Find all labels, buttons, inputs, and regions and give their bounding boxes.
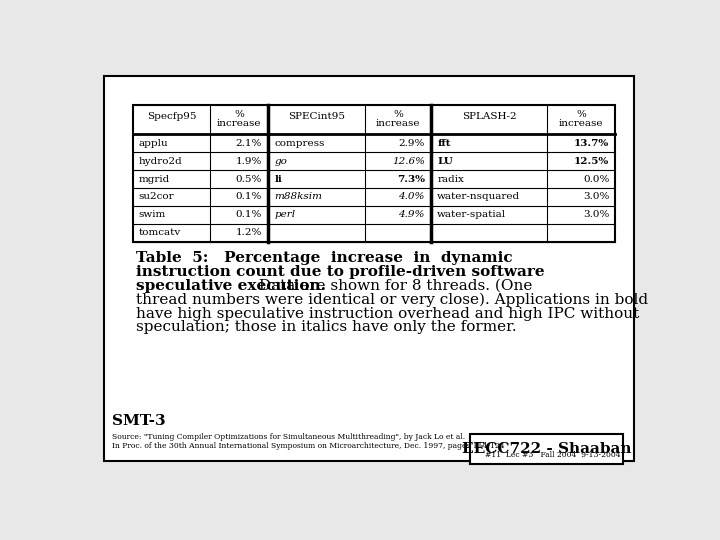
Text: 1.2%: 1.2% bbox=[235, 228, 262, 238]
Text: 12.5%: 12.5% bbox=[574, 157, 609, 166]
Text: mgrid: mgrid bbox=[139, 174, 170, 184]
Text: fft: fft bbox=[437, 139, 451, 147]
Text: EECC722 - Shaaban: EECC722 - Shaaban bbox=[462, 442, 631, 456]
Text: water-spatial: water-spatial bbox=[437, 211, 506, 219]
Text: water-nsquared: water-nsquared bbox=[437, 192, 521, 201]
Text: hydro2d: hydro2d bbox=[139, 157, 183, 166]
Text: radix: radix bbox=[437, 174, 464, 184]
Text: %: % bbox=[577, 110, 586, 119]
Text: Specfp95: Specfp95 bbox=[147, 112, 196, 121]
Text: swim: swim bbox=[139, 211, 166, 219]
Text: speculative execution.: speculative execution. bbox=[137, 279, 326, 293]
Text: m88ksim: m88ksim bbox=[274, 192, 323, 201]
Text: %: % bbox=[234, 110, 244, 119]
Text: 12.6%: 12.6% bbox=[392, 157, 425, 166]
Text: have high speculative instruction overhead and high IPC without: have high speculative instruction overhe… bbox=[137, 307, 640, 321]
Text: 13.7%: 13.7% bbox=[574, 139, 609, 147]
Text: compress: compress bbox=[274, 139, 325, 147]
Text: go: go bbox=[274, 157, 287, 166]
Text: #11  Lec #3   Fall 2004  9-13-2004: #11 Lec #3 Fall 2004 9-13-2004 bbox=[485, 451, 621, 459]
Text: instruction count due to profile-driven software: instruction count due to profile-driven … bbox=[137, 265, 545, 279]
Text: Table  5:   Percentage  increase  in  dynamic: Table 5: Percentage increase in dynamic bbox=[137, 251, 513, 265]
Bar bbox=[469, 434, 624, 464]
Text: 3.0%: 3.0% bbox=[583, 192, 609, 201]
Text: 2.9%: 2.9% bbox=[398, 139, 425, 147]
Text: su2cor: su2cor bbox=[139, 192, 174, 201]
Text: 3.0%: 3.0% bbox=[583, 211, 609, 219]
Text: In Proc. of the 30th Annual International Symposium on Microarchitecture, Dec. 1: In Proc. of the 30th Annual Internationa… bbox=[112, 442, 504, 450]
Text: 4.9%: 4.9% bbox=[398, 211, 425, 219]
Text: increase: increase bbox=[217, 119, 261, 128]
Text: SPLASH-2: SPLASH-2 bbox=[462, 112, 516, 121]
Text: Source: "Tuning Compiler Optimizations for Simultaneous Multithreading", by Jack: Source: "Tuning Compiler Optimizations f… bbox=[112, 433, 465, 441]
Text: perl: perl bbox=[274, 211, 296, 219]
Text: SMT-3: SMT-3 bbox=[112, 414, 166, 428]
Text: applu: applu bbox=[139, 139, 168, 147]
Text: 0.1%: 0.1% bbox=[235, 211, 262, 219]
Text: increase: increase bbox=[559, 119, 603, 128]
Text: LU: LU bbox=[437, 157, 453, 166]
Text: 2.1%: 2.1% bbox=[235, 139, 262, 147]
Text: increase: increase bbox=[376, 119, 420, 128]
Text: 0.5%: 0.5% bbox=[235, 174, 262, 184]
Text: speculation; those in italics have only the former.: speculation; those in italics have only … bbox=[137, 320, 517, 334]
Text: 7.3%: 7.3% bbox=[397, 174, 425, 184]
Bar bbox=[132, 105, 616, 242]
Text: SPECint95: SPECint95 bbox=[288, 112, 345, 121]
Text: %: % bbox=[393, 110, 403, 119]
Text: 0.0%: 0.0% bbox=[583, 174, 609, 184]
Text: 4.0%: 4.0% bbox=[398, 192, 425, 201]
Text: 0.1%: 0.1% bbox=[235, 192, 262, 201]
Text: tomcatv: tomcatv bbox=[139, 228, 181, 238]
Text: li: li bbox=[274, 174, 282, 184]
Text: Data are shown for 8 threads. (One: Data are shown for 8 threads. (One bbox=[254, 279, 533, 293]
Text: 1.9%: 1.9% bbox=[235, 157, 262, 166]
Text: thread numbers were identical or very close). Applications in bold: thread numbers were identical or very cl… bbox=[137, 293, 649, 307]
